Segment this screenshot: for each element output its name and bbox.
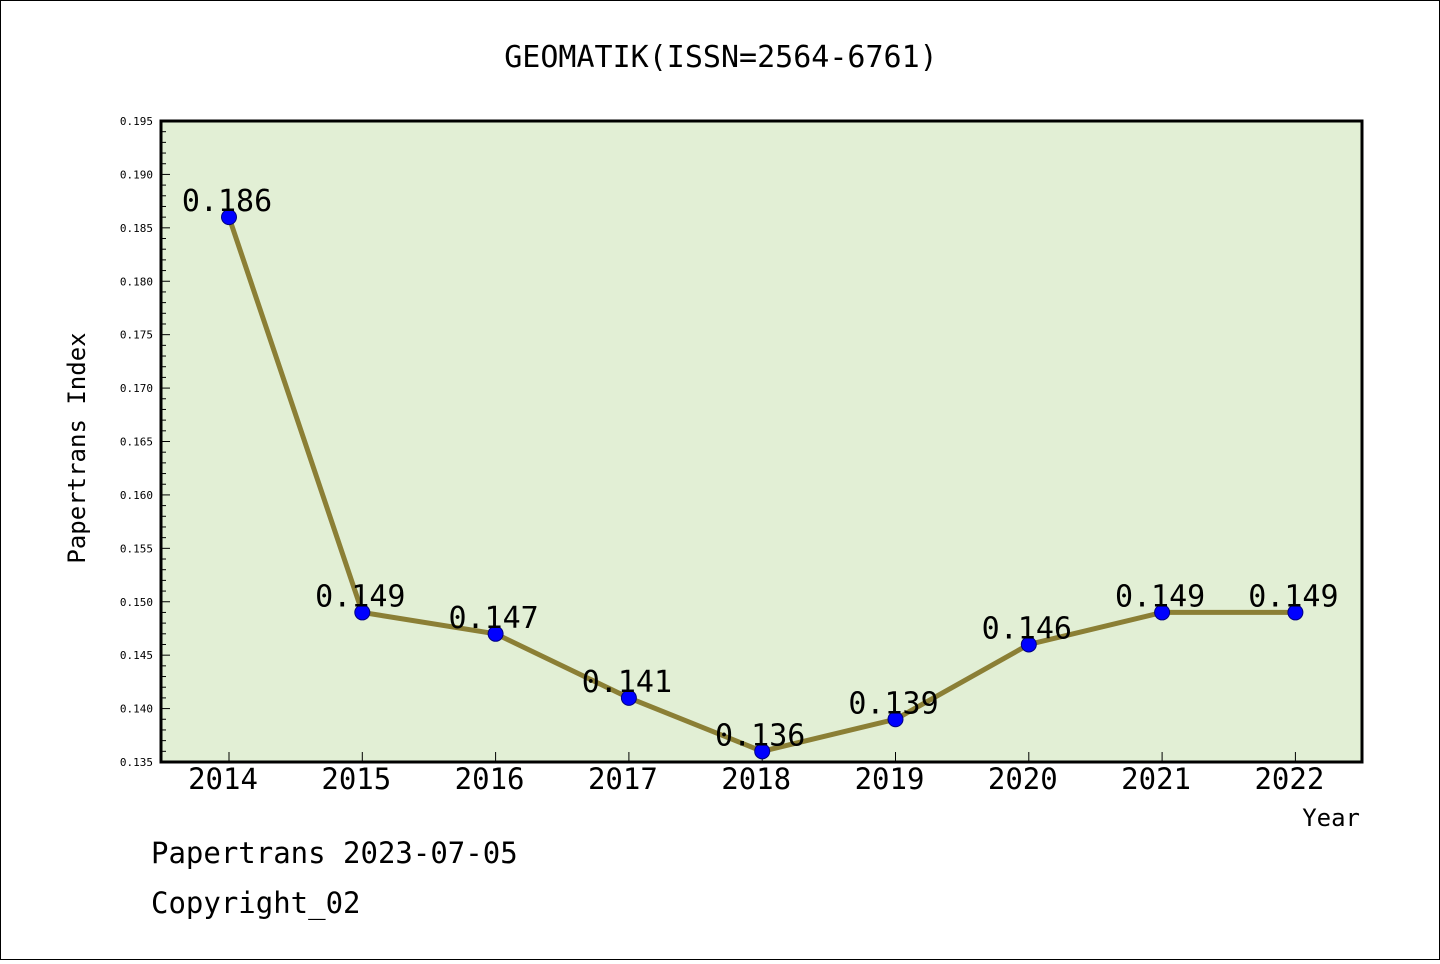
data-label: 0.149 [315, 579, 405, 614]
plot-border [159, 119, 1364, 764]
y-tick-label: 0.180 [120, 275, 153, 288]
plot-area [161, 121, 1362, 762]
x-tick-label: 2021 [1121, 762, 1191, 796]
x-tick-label: 2017 [588, 762, 658, 796]
y-tick-label: 0.150 [120, 596, 153, 609]
data-label: 0.141 [582, 665, 672, 700]
x-tick-label: 2014 [188, 762, 258, 796]
data-label: 0.146 [982, 611, 1072, 646]
y-axis: 0.135 0.140 0.145 0.150 0.155 0.160 0.165 0.170… [120, 115, 170, 769]
y-tick-label: 0.140 [120, 703, 153, 716]
x-tick-label: 2015 [321, 762, 391, 796]
y-tick-label: 0.190 [120, 168, 153, 181]
x-tick-label: 2020 [988, 762, 1058, 796]
data-point [487, 625, 504, 642]
chart-title: GEOMATIK(ISSN=2564-6761) [504, 40, 937, 75]
data-label: 0.136 [715, 718, 805, 753]
footer-date: Papertrans 2023-07-05 [151, 836, 518, 870]
y-tick-label: 0.135 [120, 756, 153, 769]
footer-copyright: Copyright_02 [151, 886, 361, 920]
data-point [887, 711, 904, 728]
y-tick-label: 0.175 [120, 329, 153, 342]
data-point [221, 209, 237, 226]
y-tick-label: 0.165 [120, 436, 153, 449]
x-tick-label: 2016 [455, 762, 525, 796]
x-axis-label: Year [1302, 804, 1360, 832]
data-point [1020, 636, 1037, 653]
data-point [354, 604, 371, 621]
x-axis: 2014 2015 2016 2017 2018 2019 2020 2021 2022 [188, 752, 1324, 796]
y-tick-label: 0.160 [120, 489, 153, 502]
y-tick-label: 0.185 [120, 222, 153, 235]
data-points [221, 209, 1304, 760]
data-point [754, 743, 771, 760]
data-label: 0.139 [848, 686, 938, 721]
x-tick-label: 2022 [1254, 762, 1324, 796]
x-tick-label: 2018 [721, 762, 791, 796]
y-tick-label: 0.145 [120, 649, 153, 662]
data-point [1287, 604, 1304, 621]
y-axis-label: Papertrans Index [63, 332, 91, 563]
data-label: 0.147 [448, 601, 538, 636]
data-label: 0.186 [182, 184, 272, 219]
data-point [620, 689, 637, 706]
y-tick-label: 0.155 [120, 542, 153, 555]
y-tick-label: 0.195 [120, 115, 153, 128]
x-tick-label: 2019 [855, 762, 925, 796]
y-tick-label: 0.170 [120, 382, 153, 395]
data-point [1154, 604, 1171, 621]
data-labels: 0.186 0.149 0.147 0.141 0.136 0.139 0.146 0.149… [182, 184, 1339, 753]
data-label: 0.149 [1115, 579, 1205, 614]
data-label: 0.149 [1248, 579, 1338, 614]
